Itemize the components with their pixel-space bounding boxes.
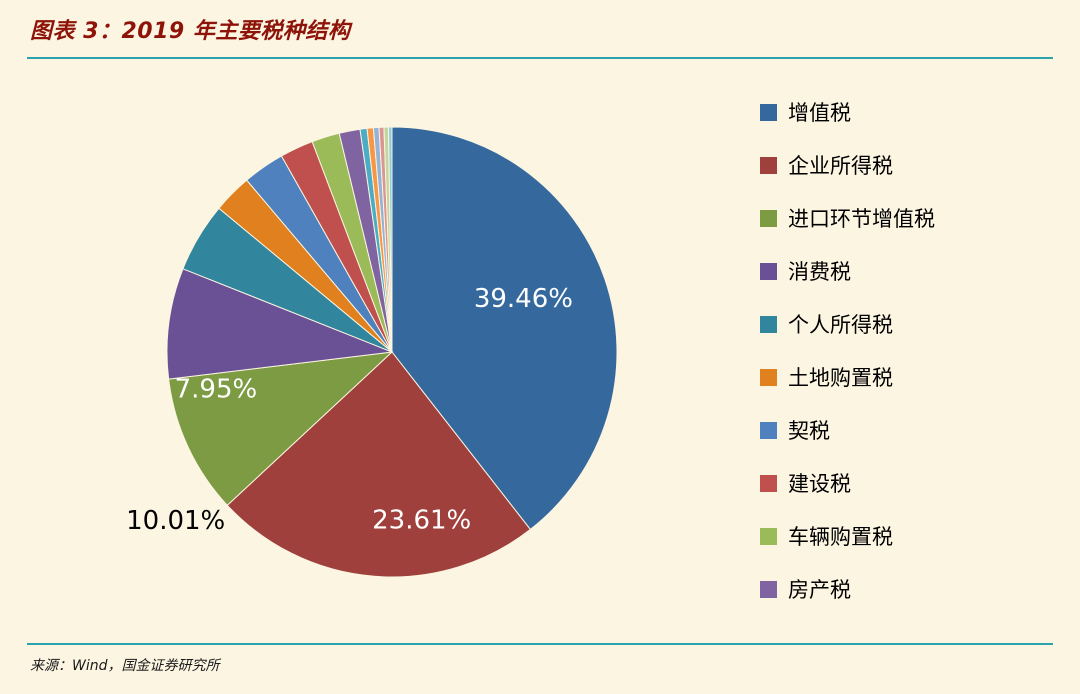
legend-label: 土地购置税: [788, 366, 893, 390]
legend-swatch: [760, 368, 777, 386]
legend-item: 车辆购置税: [760, 524, 935, 549]
legend-item: 土地购置税: [760, 365, 935, 390]
figure-title: 图表 3：2019 年主要税种结构: [30, 19, 351, 44]
legend-swatch: [760, 262, 777, 280]
legend-swatch: [760, 209, 777, 227]
pie-data-label: 10.01%: [126, 506, 225, 536]
legend-item: 契税: [760, 418, 935, 443]
legend-item: 个人所得税: [760, 312, 935, 337]
legend-item: 消费税: [760, 259, 935, 284]
pie-chart: 39.46% 23.61% 10.01% 7.95%: [126, 126, 618, 578]
pie-data-label: 39.46%: [474, 284, 573, 314]
top-divider: [27, 57, 1053, 59]
legend-label: 契税: [788, 419, 830, 443]
pie-slice: [168, 351, 394, 507]
pie-slice: [387, 126, 393, 353]
legend-item: 进口环节增值税: [760, 206, 935, 231]
legend-label: 建设税: [788, 472, 851, 496]
legend-swatch: [760, 315, 777, 333]
pie-data-label: 23.61%: [372, 505, 471, 535]
pie-slice: [166, 268, 393, 380]
legend-swatch: [760, 474, 777, 492]
legend-label: 企业所得税: [788, 154, 893, 178]
legend-swatch: [760, 156, 777, 174]
legend-label: 车辆购置税: [788, 525, 893, 549]
source-note: 来源：Wind，国金证券研究所: [30, 658, 220, 674]
legend-item: 企业所得税: [760, 153, 935, 178]
pie-slice: [391, 126, 618, 531]
legend-label: 房产税: [788, 578, 851, 602]
legend-label: 消费税: [788, 260, 851, 284]
legend-swatch: [760, 421, 777, 439]
pie-slice: [226, 351, 532, 578]
legend-swatch: [760, 580, 777, 598]
legend-item: 增值税: [760, 100, 935, 125]
legend-label: 个人所得税: [788, 313, 893, 337]
legend-item: 房产税: [760, 577, 935, 602]
legend-label: 进口环节增值税: [788, 207, 935, 231]
chart-legend: 增值税企业所得税进口环节增值税 消费税个人所得税土地购置税契税建设税车辆购置税房产…: [760, 100, 935, 630]
legend-swatch: [760, 103, 777, 121]
legend-label: 增值税: [788, 101, 851, 125]
bottom-divider: [27, 643, 1053, 645]
legend-swatch: [760, 527, 777, 545]
legend-item: 建设税: [760, 471, 935, 496]
pie-data-label: 7.95%: [175, 374, 258, 404]
